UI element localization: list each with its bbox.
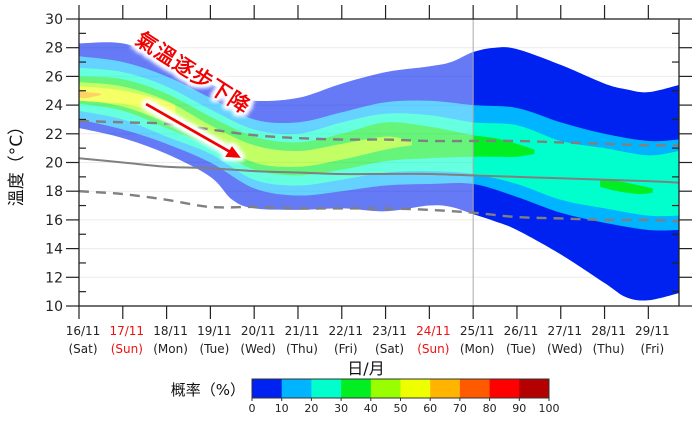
probability-band-30 (600, 179, 653, 195)
probability-band-60 (79, 90, 101, 99)
colorbar-tick-label: 30 (334, 402, 348, 415)
y-tick-label: 10 (45, 299, 63, 315)
x-tick-weekday: (Mon) (460, 342, 495, 356)
x-tick-weekday: (Wed) (547, 342, 583, 356)
x-tick-weekday: (Tue) (506, 342, 536, 356)
x-tick-weekday: (Sat) (68, 342, 97, 356)
x-tick-weekday: (Fri) (334, 342, 358, 356)
colorbar-tick-label: 40 (364, 402, 378, 415)
colorbar-tick-label: 70 (453, 402, 467, 415)
y-tick-label: 28 (45, 41, 63, 57)
x-tick-date: 17/11 (109, 324, 144, 338)
y-tick-label: 18 (45, 184, 63, 200)
colorbar-label: 概率（%） (171, 381, 245, 399)
y-tick-labels: 10 12 14 16 18 20 22 24 26 28 30 (45, 12, 63, 315)
x-tick-date: 25/11 (460, 324, 495, 338)
colorbar-swatch (370, 379, 401, 398)
y-tick-label: 26 (45, 69, 63, 85)
x-tick-date: 20/11 (241, 324, 276, 338)
x-tick-weekday: (Thu) (286, 342, 318, 356)
y-tick-label: 30 (45, 12, 63, 28)
x-tick-weekday: (Sun) (111, 342, 143, 356)
probability-bands-late (473, 47, 679, 301)
x-tick-date: 24/11 (416, 324, 451, 338)
colorbar-tick-label: 50 (394, 402, 408, 415)
colorbar-swatch (341, 379, 372, 398)
colorbar-tick-label: 0 (249, 402, 256, 415)
x-tick-date: 27/11 (547, 324, 582, 338)
x-tick-weekday: (Tue) (199, 342, 229, 356)
axis-ticks (66, 5, 692, 319)
x-tick-date: 16/11 (66, 324, 101, 338)
colorbar-swatch (459, 379, 490, 398)
x-tick-weekday: (Fri) (641, 342, 665, 356)
y-tick-label: 14 (45, 242, 63, 258)
colorbar: 0 10 20 30 40 50 60 70 80 90 100 (249, 378, 560, 415)
colorbar-swatch (400, 379, 431, 398)
colorbar-tick-label: 100 (539, 402, 560, 415)
probability-band-50 (79, 86, 176, 117)
colorbar-swatch (252, 379, 282, 398)
y-tick-label: 22 (45, 127, 63, 143)
colorbar-swatch (430, 379, 461, 398)
x-tick-weekday: (Sat) (375, 342, 404, 356)
colorbar-tick-label: 10 (275, 402, 289, 415)
x-tick-weekday: (Thu) (593, 342, 625, 356)
x-tick-date: 23/11 (372, 324, 407, 338)
mean-line (78, 157, 680, 184)
colorbar-swatch (489, 379, 520, 398)
x-tick-date: 28/11 (591, 324, 626, 338)
x-tick-date: 18/11 (153, 324, 188, 338)
arrow-icon (145, 102, 241, 158)
x-tick-date: 26/11 (504, 324, 539, 338)
x-tick-date: 22/11 (328, 324, 363, 338)
series-lines (78, 119, 680, 223)
x-tick-date: 19/11 (197, 324, 232, 338)
colorbar-swatch (281, 379, 312, 398)
x-tick-date: 29/11 (635, 324, 670, 338)
x-tick-weekday: (Wed) (240, 342, 276, 356)
colorbar-swatch (311, 379, 342, 398)
colorbar-swatch (519, 379, 550, 398)
y-tick-label: 24 (45, 98, 63, 114)
y-tick-label: 16 (45, 213, 63, 229)
colorbar-tick-label: 90 (512, 402, 526, 415)
dashed-line (78, 119, 680, 147)
x-tick-weekday: (Mon) (153, 342, 188, 356)
colorbar-tick-label: 20 (304, 402, 318, 415)
probability-bands-early (79, 42, 474, 215)
colorbar-tick-label: 80 (483, 402, 497, 415)
x-tick-weekday: (Sun) (417, 342, 449, 356)
colorbar-tick-label: 60 (423, 402, 437, 415)
x-tick-labels: 16/11 (Sat) 17/11 (Sun) 18/11 (Mon) 19/11 (Tue)… (66, 324, 670, 356)
x-tick-date: 21/11 (285, 324, 320, 338)
y-tick-label: 20 (45, 156, 63, 172)
y-tick-label: 12 (45, 270, 63, 286)
dashed-line (78, 190, 680, 223)
y-axis-label: 溫度（°C） (7, 118, 27, 206)
x-axis-label: 日/月 (347, 359, 384, 378)
